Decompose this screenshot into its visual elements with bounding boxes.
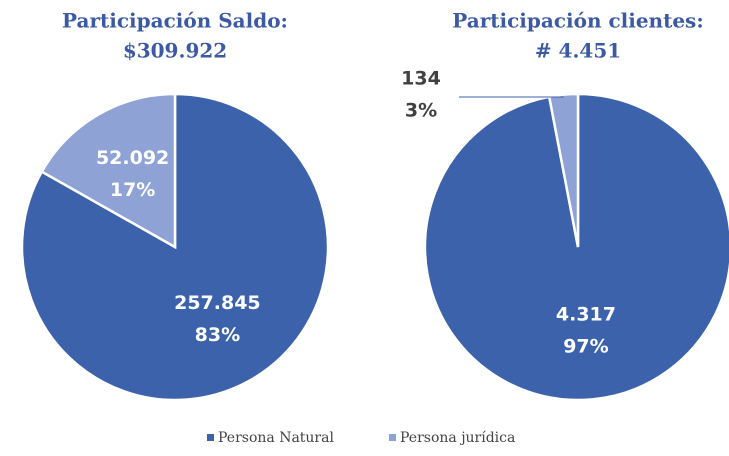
data-label: 134 (401, 68, 441, 90)
pie-slice (40, 92, 177, 250)
chart-title: Participación clientes: (452, 9, 703, 33)
legend-label: Persona jurídica (400, 430, 515, 446)
data-label: 97% (563, 335, 608, 357)
chart-subtitle: $309.922 (123, 39, 227, 63)
legend-swatch (389, 434, 396, 441)
data-label: 4.317 (556, 303, 616, 325)
legend-label: Persona Natural (218, 430, 334, 446)
data-label: 17% (110, 179, 155, 201)
data-label: 3% (405, 100, 437, 122)
data-label: 257.845 (174, 292, 261, 314)
legend-swatch (207, 434, 214, 441)
data-label: 83% (195, 324, 240, 346)
chart-subtitle: # 4.451 (535, 39, 621, 63)
data-label: 52.092 (96, 147, 169, 169)
chart-title: Participación Saldo: (62, 9, 288, 33)
